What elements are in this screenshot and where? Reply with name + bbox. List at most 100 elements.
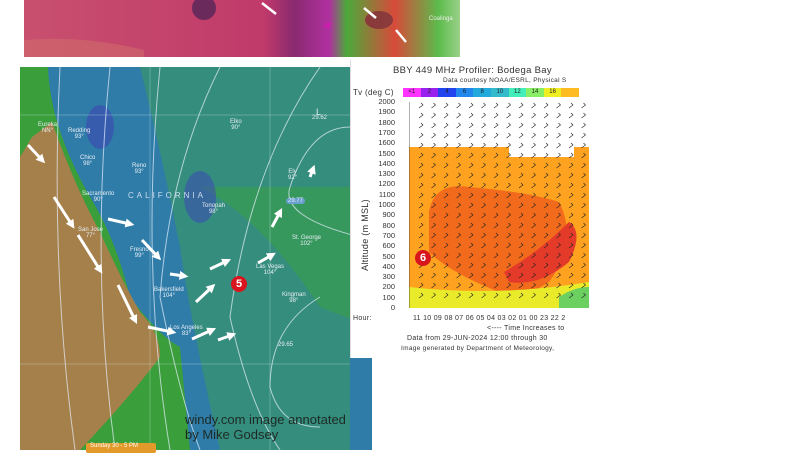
wind-barb bbox=[556, 182, 561, 189]
wind-barb bbox=[456, 252, 461, 259]
wind-barb bbox=[481, 112, 486, 119]
city-label: Bakersfield 104° bbox=[154, 287, 184, 299]
map-label: Coalinga bbox=[429, 16, 453, 22]
wind-profiler-chart-image: BBY 449 MHz Profiler: Bodega Bay Data co… bbox=[350, 60, 589, 358]
wind-barb bbox=[518, 222, 524, 229]
wind-barb bbox=[456, 142, 461, 149]
wind-barb bbox=[468, 132, 474, 139]
wind-barb bbox=[493, 292, 499, 299]
y-tick-label: 900 bbox=[382, 210, 395, 220]
y-tick-label: 0 bbox=[390, 303, 395, 312]
wind-barb bbox=[518, 152, 524, 159]
wind-barb bbox=[431, 132, 436, 139]
wind-barb bbox=[581, 212, 586, 219]
wind-barb bbox=[443, 292, 449, 299]
wind-barb bbox=[431, 282, 436, 289]
wind-barb bbox=[506, 132, 511, 139]
wind-barb bbox=[468, 222, 474, 229]
wind-barb bbox=[531, 172, 536, 179]
wind-barb bbox=[481, 212, 486, 219]
wind-barb bbox=[556, 102, 561, 109]
wind-barb bbox=[556, 232, 561, 239]
wind-barb bbox=[468, 122, 474, 129]
wind-barb bbox=[418, 192, 424, 199]
wind-barb bbox=[518, 202, 524, 209]
wind-barb bbox=[518, 242, 524, 249]
wind-barb bbox=[431, 292, 436, 299]
y-tick-label: 1700 bbox=[378, 127, 395, 137]
wind-barb bbox=[493, 172, 499, 179]
annotation-badge-6: 6 bbox=[415, 250, 431, 266]
region-label: CALIFORNIA bbox=[128, 191, 207, 200]
wind-barb bbox=[456, 162, 461, 169]
wind-barb bbox=[418, 122, 424, 129]
wind-barb bbox=[568, 142, 574, 149]
wind-barb bbox=[543, 192, 549, 199]
wind-barb bbox=[431, 142, 436, 149]
wind-barb bbox=[543, 112, 549, 119]
wind-barb bbox=[443, 252, 449, 259]
wind-barb bbox=[506, 272, 511, 279]
wind-barb bbox=[468, 282, 474, 289]
wind-barb bbox=[543, 292, 549, 299]
wind-barb bbox=[518, 192, 524, 199]
profiler-plot bbox=[409, 102, 589, 308]
wind-barb bbox=[481, 242, 486, 249]
wind-barb bbox=[556, 262, 561, 269]
city-label: San Jose 77° bbox=[78, 227, 104, 239]
wind-barb bbox=[456, 172, 461, 179]
wind-barb bbox=[518, 252, 524, 259]
wind-barb bbox=[581, 202, 586, 209]
wind-barb bbox=[493, 282, 499, 289]
wind-barb bbox=[543, 232, 549, 239]
wind-barb bbox=[556, 292, 561, 299]
city-label: Sacramento 90° bbox=[82, 191, 115, 203]
wind-barb bbox=[543, 222, 549, 229]
wind-barb bbox=[506, 152, 511, 159]
wind-barb bbox=[531, 182, 536, 189]
wind-barb bbox=[418, 202, 424, 209]
wind-barb bbox=[543, 122, 549, 129]
wind-barb bbox=[418, 292, 424, 299]
wind-barb bbox=[506, 262, 511, 269]
wind-barb bbox=[581, 192, 586, 199]
wind-barb bbox=[431, 162, 436, 169]
city-label: Las Vegas 104° bbox=[256, 264, 285, 276]
wind-barb bbox=[506, 172, 511, 179]
wind-barb bbox=[556, 152, 561, 159]
wind-barb bbox=[493, 202, 499, 209]
colorbar-swatch: 6 bbox=[455, 88, 474, 97]
y-tick-label: 1800 bbox=[378, 117, 395, 127]
y-tick-label: 200 bbox=[382, 282, 395, 292]
wind-barb bbox=[456, 182, 461, 189]
colorbar-swatch bbox=[561, 88, 579, 97]
wind-barb bbox=[468, 232, 474, 239]
wind-barb bbox=[556, 192, 561, 199]
wind-barb bbox=[506, 142, 511, 149]
wind-barb bbox=[506, 282, 511, 289]
wind-barb bbox=[443, 242, 449, 249]
wind-barb bbox=[531, 232, 536, 239]
wind-barb bbox=[556, 212, 561, 219]
wind-barb bbox=[443, 202, 449, 209]
wind-barb bbox=[581, 222, 586, 229]
colorbar-swatch: 10 bbox=[491, 88, 509, 97]
wind-barb bbox=[456, 292, 461, 299]
wind-barb bbox=[531, 112, 536, 119]
time-label[interactable]: Sunday 30 - 5 PM bbox=[86, 443, 156, 453]
profiler-subtitle: Data courtesy NOAA/ESRL, Physical S bbox=[443, 77, 567, 84]
wind-barb bbox=[456, 232, 461, 239]
wind-barb bbox=[543, 182, 549, 189]
wind-barb bbox=[556, 132, 561, 139]
wind-barb bbox=[506, 222, 511, 229]
y-tick-label: 800 bbox=[382, 220, 395, 230]
wind-barb bbox=[531, 102, 536, 109]
wind-barb bbox=[531, 262, 536, 269]
wind-barb bbox=[531, 132, 536, 139]
wind-barb bbox=[456, 152, 461, 159]
wind-barb bbox=[568, 292, 574, 299]
wind-barb bbox=[468, 152, 474, 159]
colorbar-swatch: 4 bbox=[438, 88, 456, 97]
wind-barb bbox=[506, 162, 511, 169]
city-label: Eureka NN° bbox=[38, 122, 58, 134]
